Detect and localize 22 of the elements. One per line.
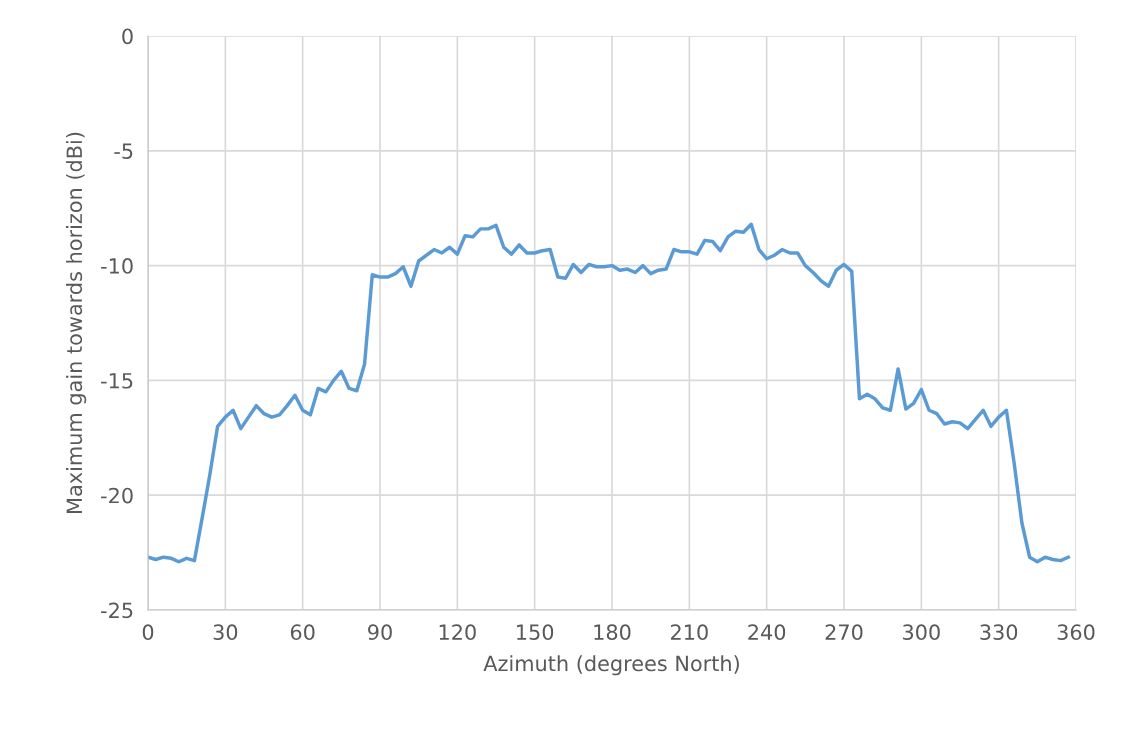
x-tick-label: 0 — [142, 624, 154, 641]
x-tick-label: 210 — [670, 624, 708, 641]
x-tick-label: 60 — [290, 624, 315, 641]
y-tick-label: -5 — [114, 143, 133, 160]
y-tick-label: -25 — [101, 602, 133, 619]
x-tick-label: 240 — [748, 624, 786, 641]
x-axis-title: Azimuth (degrees North) — [483, 655, 739, 676]
x-tick-label: 120 — [439, 624, 476, 641]
x-tick-label: 30 — [213, 624, 238, 641]
line-series — [148, 222, 1071, 564]
x-tick-label: 180 — [594, 624, 631, 641]
x-tick-label: 90 — [368, 624, 392, 641]
x-tick-label: 270 — [825, 624, 863, 641]
y-axis-title: Maximum gain towards horizon (dBi) — [66, 132, 87, 513]
x-tick-label: 300 — [903, 624, 940, 641]
y-tick-label: 0 — [122, 28, 133, 45]
y-tick-label: -15 — [101, 373, 133, 389]
y-tick-label: -10 — [101, 258, 133, 274]
y-tick-label: -20 — [101, 487, 133, 504]
x-tick-label: 150 — [517, 624, 554, 641]
x-tick-label: 360 — [1057, 624, 1095, 641]
x-tick-label: 330 — [980, 624, 1018, 641]
